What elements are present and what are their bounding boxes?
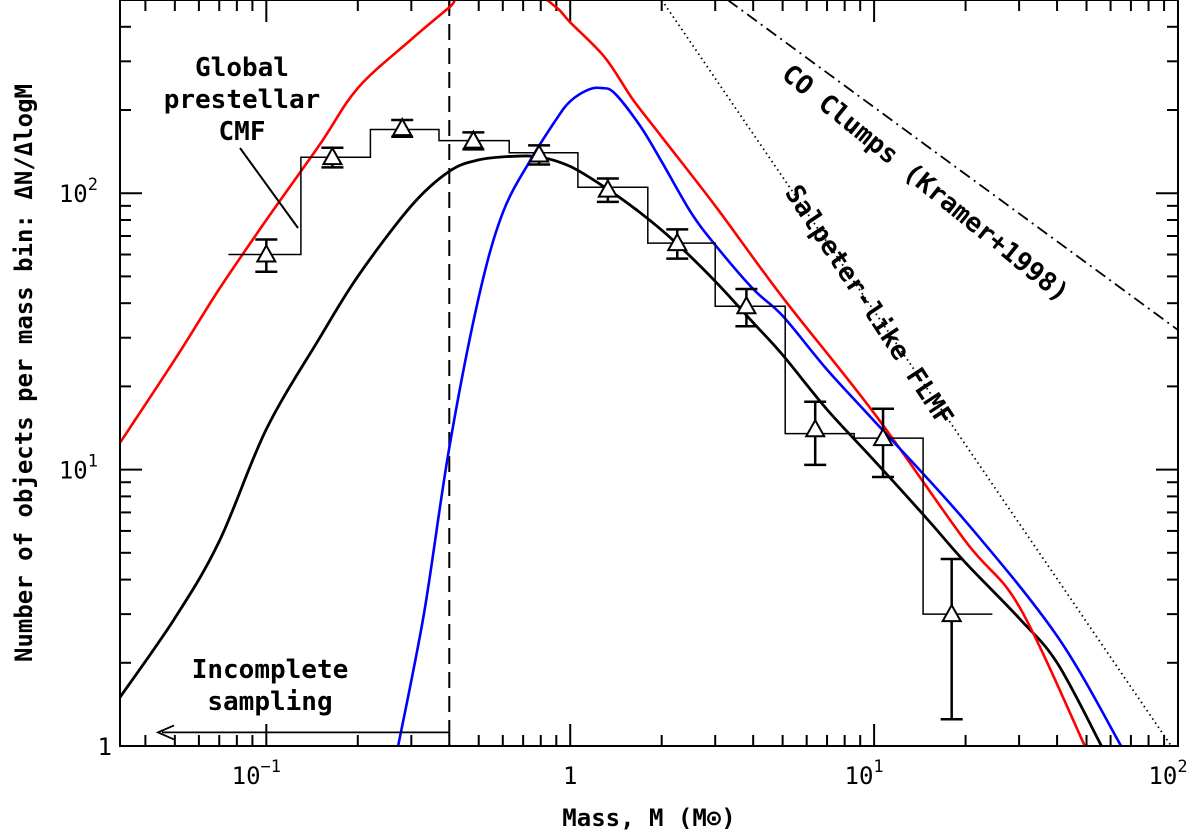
data-point	[735, 287, 758, 328]
triangle-marker	[391, 117, 413, 137]
data-point	[596, 177, 619, 204]
cmf-label-line-1: Global	[195, 53, 289, 83]
y-tick-label: 1	[98, 733, 112, 761]
y-tick-label: 101	[59, 452, 98, 485]
data-point	[940, 557, 963, 721]
cmf-histogram-steps	[228, 128, 993, 615]
x-axis-title: Mass, M (M⊙)	[562, 804, 735, 832]
data-point	[462, 129, 485, 151]
cmf-histogram	[228, 128, 993, 615]
triangle-marker	[255, 243, 278, 263]
triangle-marker	[735, 295, 758, 315]
salpeter-label: Salpeter-like FLMF	[778, 180, 959, 432]
incomplete-label-line-1: Incomplete	[192, 655, 349, 685]
plot-area	[120, 0, 1178, 746]
plot-frame	[119, 0, 1179, 747]
cmf-label-line-3: CMF	[219, 117, 266, 147]
axis-ticks	[120, 0, 1178, 746]
incomplete-arrow-head	[155, 724, 175, 741]
triangle-marker	[666, 232, 688, 252]
triangle-marker	[321, 146, 344, 166]
triangle-marker	[872, 427, 894, 447]
x-tick-label: 102	[1148, 757, 1187, 790]
salpeter-reference-line	[660, 0, 1172, 746]
triangle-marker	[940, 603, 963, 623]
data-points	[255, 117, 963, 721]
triangle-marker	[528, 143, 550, 163]
triangle-marker	[462, 129, 485, 149]
data-point	[528, 143, 551, 166]
y-tick-label: 102	[59, 175, 98, 208]
x-tick-label: 10−1	[232, 757, 281, 790]
reference-lines	[448, 0, 1178, 746]
triangle-marker	[597, 178, 619, 198]
red-model-curve	[120, 0, 1087, 746]
triangle-marker	[804, 418, 826, 438]
data-point	[391, 117, 414, 139]
cmf-label-line-2: prestellar	[164, 85, 321, 115]
x-tick-label: 101	[845, 757, 884, 790]
data-point	[321, 146, 344, 169]
data-point	[255, 238, 278, 273]
co-clumps-label: CO Clumps (Kramer+1998)	[776, 59, 1075, 309]
incomplete-label-line-2: sampling	[207, 687, 332, 717]
data-point	[872, 407, 895, 479]
y-axis-title: Number of objects per mass bin: ΔN/ΔlogM	[10, 84, 38, 662]
black-fit-curve	[120, 154, 1103, 746]
x-tick-label: 1	[563, 762, 577, 790]
data-point	[666, 228, 689, 260]
tick-labels: 10−1 1 101 102 1 101 102	[59, 175, 1188, 790]
blue-model-curve	[396, 86, 1123, 746]
co-clumps-reference-line	[727, 0, 1178, 331]
annotation-lines	[155, 147, 450, 741]
data-point	[804, 400, 827, 467]
cmf-pointer-line	[239, 147, 299, 229]
